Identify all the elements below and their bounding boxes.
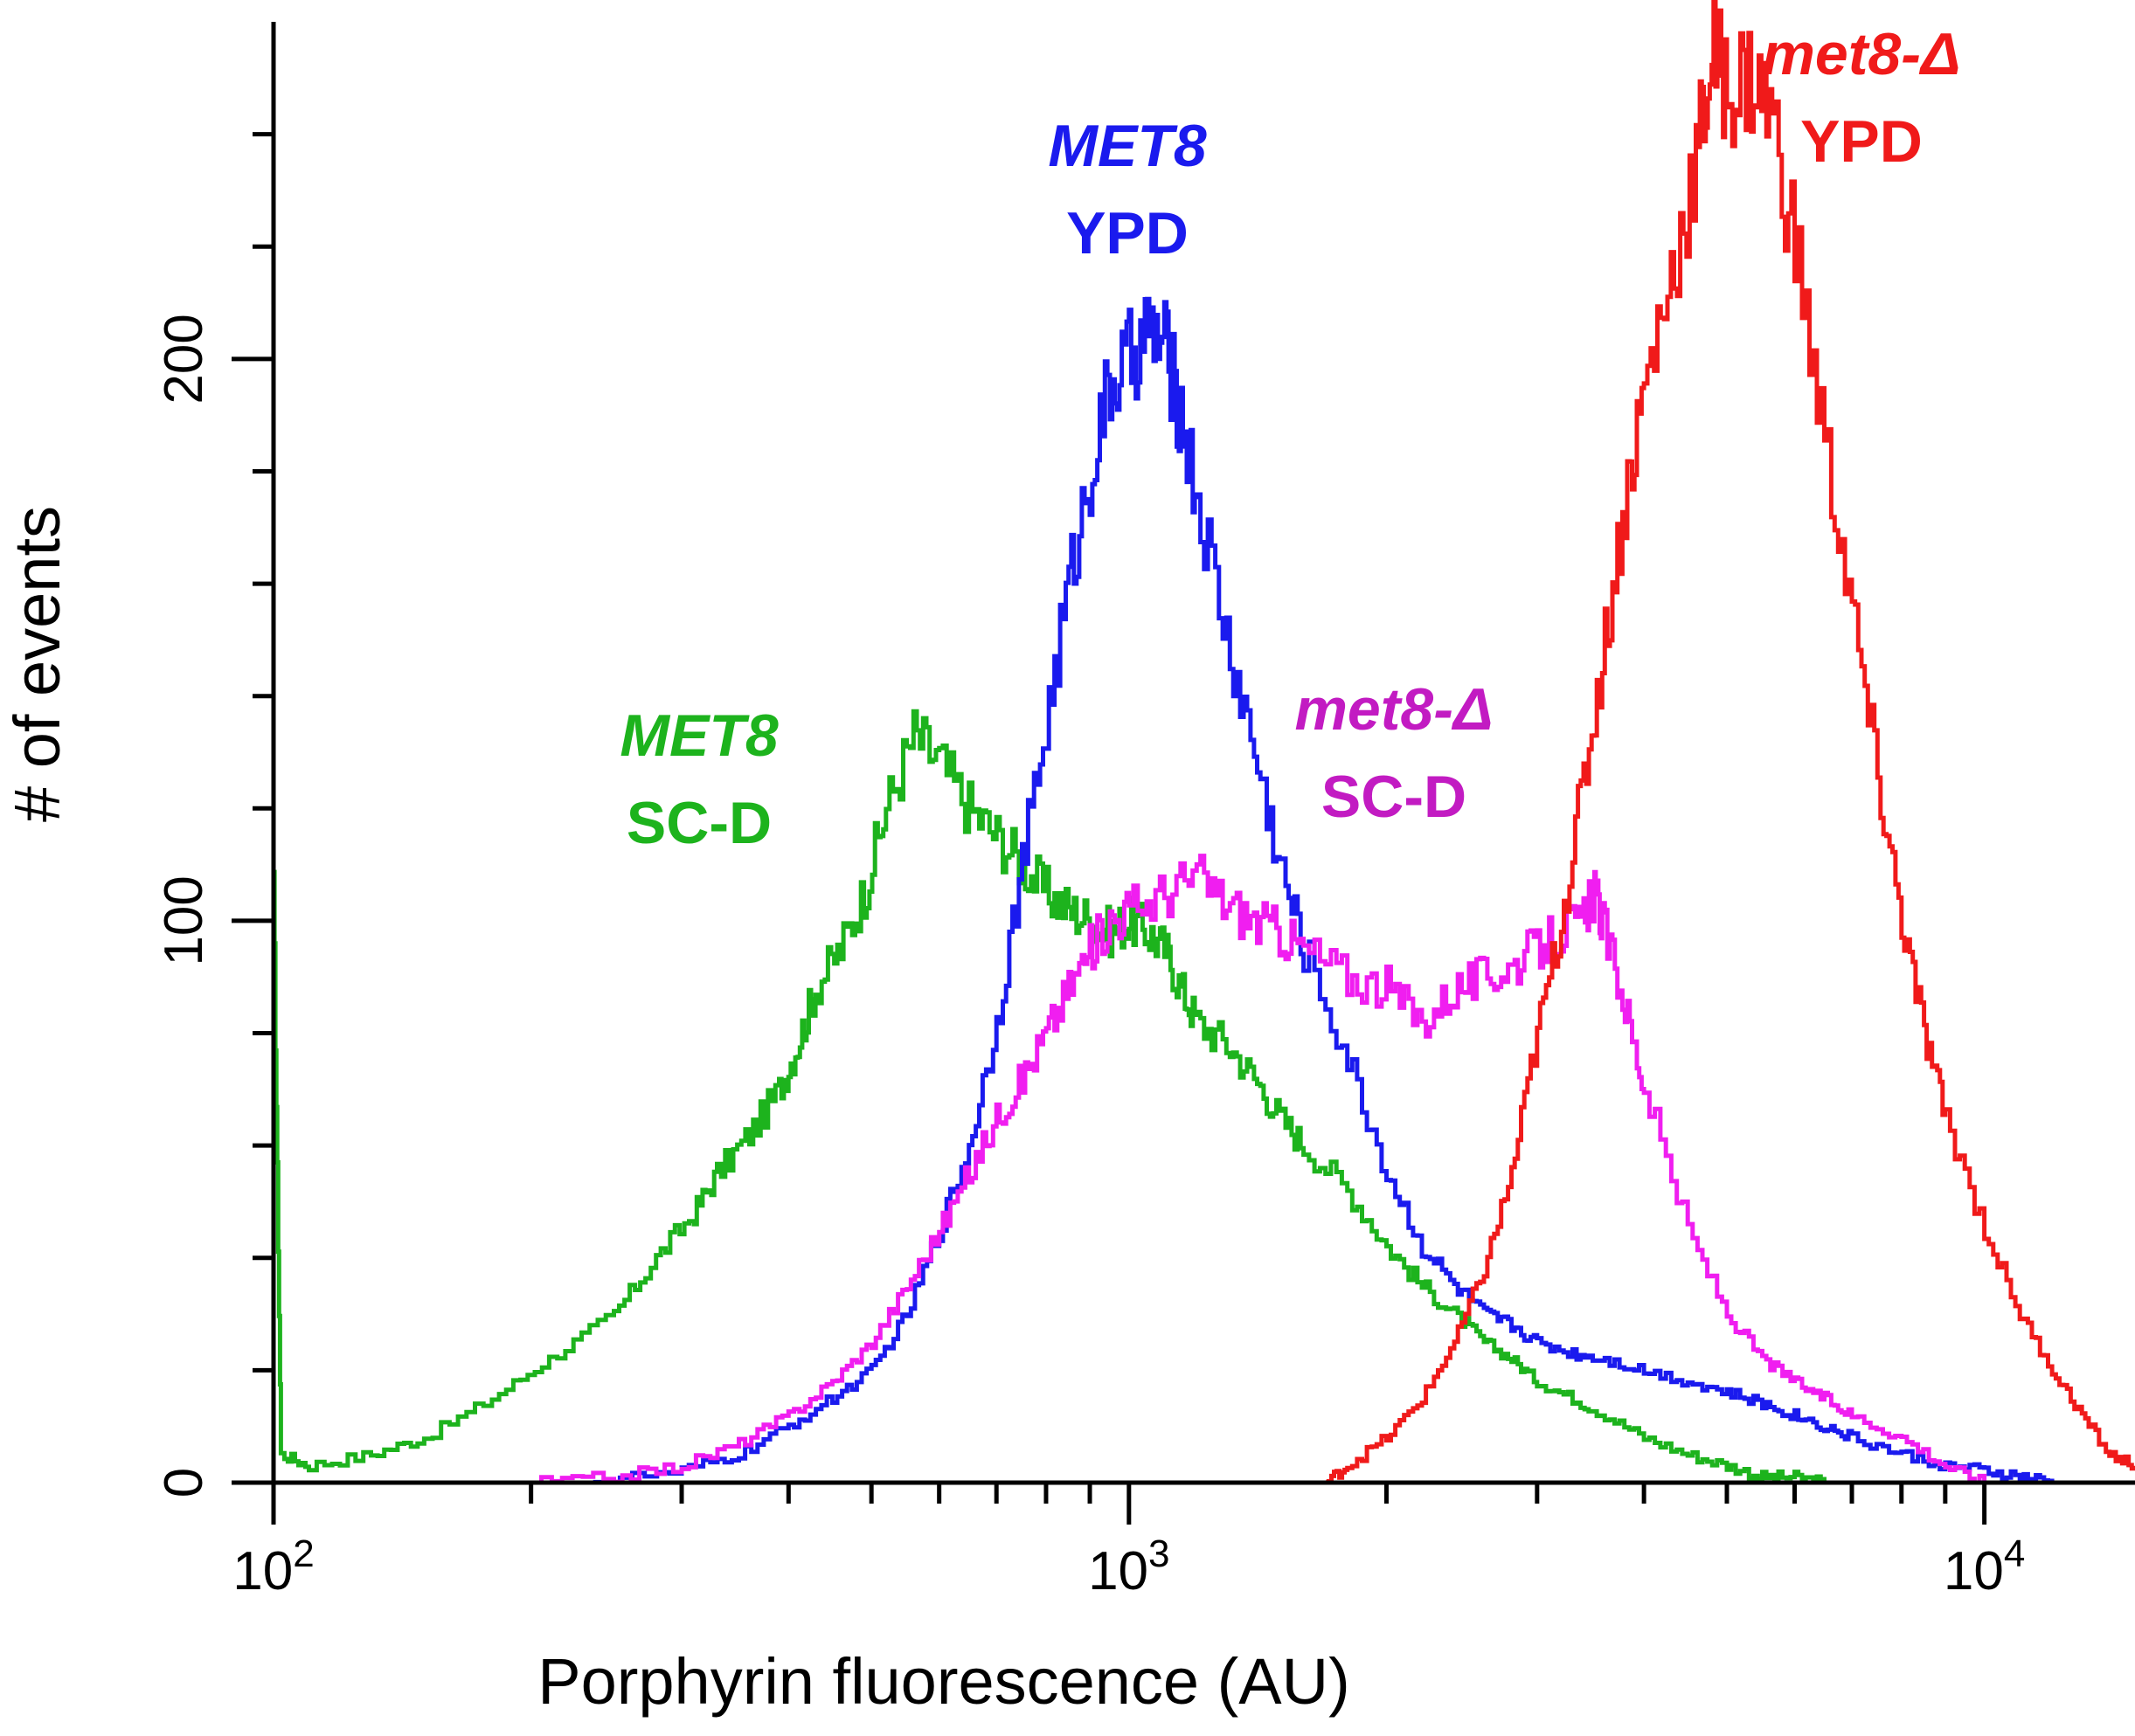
series-line-met8-ypd xyxy=(1326,0,2135,1484)
annotation-met8-sc-d: MET8 SC-D xyxy=(620,702,779,856)
annotation-met8-sc-d: met8-Δ SC-D xyxy=(1294,676,1493,830)
x-tick-label: 102 xyxy=(232,1532,314,1601)
ticks-layer: 102 103 104 0 100 200 xyxy=(154,132,2025,1601)
annotation-line1: met8-Δ xyxy=(1294,676,1493,743)
series-line-met8-sc-d xyxy=(272,709,1827,1485)
annotation-line2: SC-D xyxy=(627,790,772,856)
y-tick-label: 100 xyxy=(154,875,214,965)
annotation-met8-ypd: met8-Δ YPD xyxy=(1762,21,1960,175)
series-line-met8-sc-d xyxy=(530,854,1987,1485)
y-axis-title: # of events xyxy=(1,506,73,822)
axes-layer xyxy=(271,22,2135,1485)
y-tick-label: 200 xyxy=(154,314,214,404)
series-layer xyxy=(272,0,2135,1485)
series-line-met8-ypd xyxy=(583,296,2055,1485)
annotation-line2: SC-D xyxy=(1321,764,1466,830)
annotation-line2: YPD xyxy=(1066,200,1189,266)
annotation-line1: MET8 xyxy=(1048,113,1207,179)
x-tick-label: 103 xyxy=(1088,1532,1169,1601)
annotation-line2: YPD xyxy=(1800,108,1923,175)
annotation-line1: met8-Δ xyxy=(1762,21,1960,87)
annotation-met8-ypd: MET8 YPD xyxy=(1048,113,1207,266)
x-tick-label: 104 xyxy=(1944,1532,2025,1601)
annotation-line1: MET8 xyxy=(620,702,779,769)
x-axis-title: Porphyrin fluorescence (AU) xyxy=(537,1645,1349,1718)
annotations-layer: MET8 SC-D MET8 YPD met8-Δ SC-D met8-Δ YPD xyxy=(620,21,1960,856)
y-tick-label: 0 xyxy=(154,1468,214,1497)
